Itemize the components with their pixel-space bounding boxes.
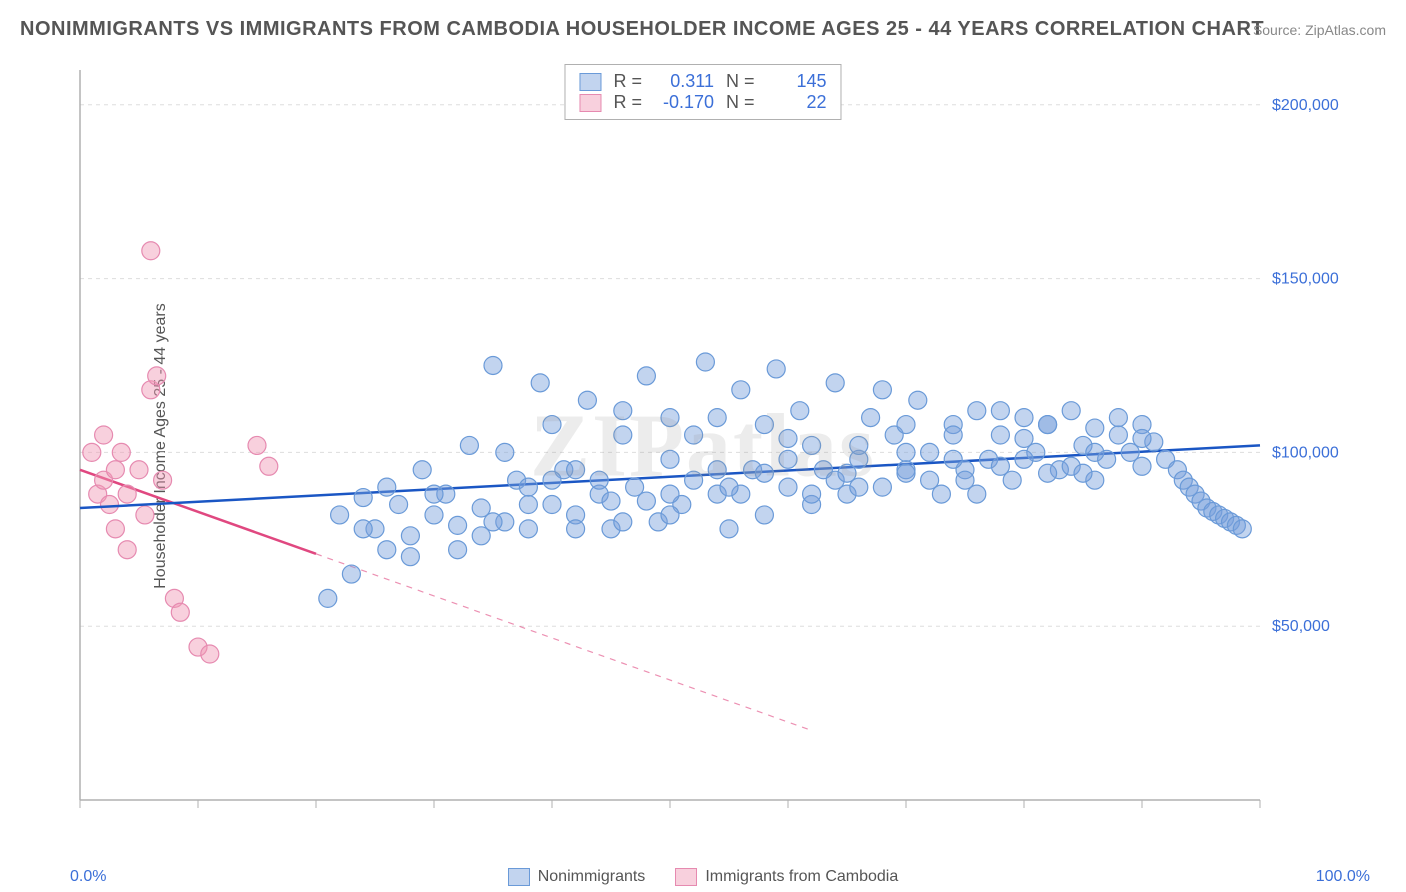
- r-label: R =: [613, 92, 642, 113]
- legend-label: Nonimmigrants: [538, 868, 646, 886]
- x-axis-min-label: 0.0%: [70, 868, 106, 886]
- stats-swatch-nonimmigrants: [579, 73, 601, 91]
- r-value: -0.170: [654, 92, 714, 113]
- x-axis-max-label: 100.0%: [1316, 868, 1370, 886]
- legend-swatch: [675, 868, 697, 886]
- stats-row: R = -0.170 N = 22: [579, 92, 826, 113]
- n-value: 22: [767, 92, 827, 113]
- chart-svg: $50,000 $100,000 $150,000 $200,000: [70, 60, 1370, 840]
- legend-item: Immigrants from Cambodia: [675, 868, 898, 886]
- y-tick-label: $200,000: [1272, 97, 1339, 114]
- n-label: N =: [726, 92, 755, 113]
- source-attribution: Source: ZipAtlas.com: [1253, 22, 1386, 38]
- stats-row: R = 0.311 N = 145: [579, 71, 826, 92]
- legend-label: Immigrants from Cambodia: [705, 868, 898, 886]
- y-tick-label: $100,000: [1272, 444, 1339, 461]
- r-label: R =: [613, 71, 642, 92]
- n-value: 145: [767, 71, 827, 92]
- correlation-stats-box: R = 0.311 N = 145 R = -0.170 N = 22: [564, 64, 841, 120]
- stats-swatch-immigrants: [579, 94, 601, 112]
- chart-plot-area: $50,000 $100,000 $150,000 $200,000: [70, 60, 1370, 840]
- r-value: 0.311: [654, 71, 714, 92]
- legend-item: Nonimmigrants: [508, 868, 646, 886]
- bottom-legend: Nonimmigrants Immigrants from Cambodia: [0, 868, 1406, 886]
- legend-swatch: [508, 868, 530, 886]
- chart-title: NONIMMIGRANTS VS IMMIGRANTS FROM CAMBODI…: [20, 18, 1264, 41]
- n-label: N =: [726, 71, 755, 92]
- y-tick-label: $150,000: [1272, 271, 1339, 288]
- y-tick-label: $50,000: [1272, 618, 1330, 635]
